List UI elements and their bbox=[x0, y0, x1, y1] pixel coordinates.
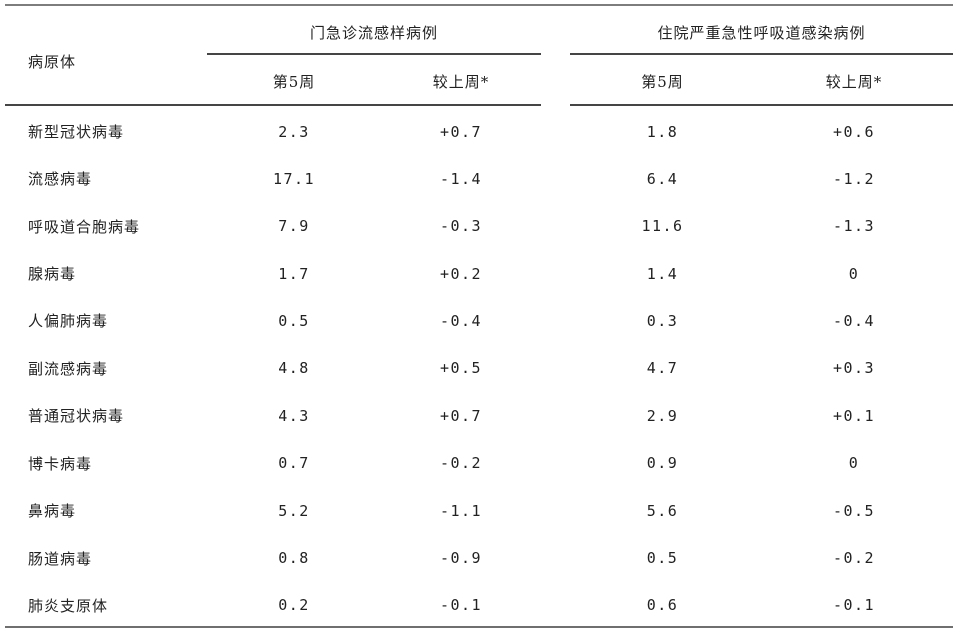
gap-cell bbox=[541, 390, 570, 437]
sari-change-value: +0.3 bbox=[832, 359, 876, 378]
gap-cell bbox=[541, 532, 570, 579]
pathogen-name: 鼻病毒 bbox=[28, 502, 77, 521]
ili-change-value: +0.2 bbox=[439, 264, 483, 283]
ili-week5-value: 0.2 bbox=[207, 579, 381, 628]
sari-week5-value: 1.8 bbox=[646, 122, 679, 141]
ili-change-value: -1.1 bbox=[439, 501, 483, 520]
pathogen-name: 博卡病毒 bbox=[28, 454, 93, 473]
ili-change-value: -0.4 bbox=[439, 311, 483, 330]
table-row: 新型冠状病毒 2.3 +0.7 1.8 +0.6 bbox=[5, 105, 953, 152]
ili-week5-value: 0.5 bbox=[278, 311, 310, 330]
sari-week5-value: 6.4 bbox=[646, 169, 679, 188]
sari-week5-value: 1.4 bbox=[646, 264, 679, 283]
sari-week5-value: 2.9 bbox=[646, 406, 679, 425]
sari-change-value: +0.1 bbox=[832, 406, 876, 425]
pathogen-surveillance-table: 病原体 门急诊流感样病例 住院严重急性呼吸道感染病例 第5周 较上周* 第5周 … bbox=[5, 4, 954, 628]
sari-week5-value: 0.9 bbox=[646, 454, 679, 473]
group-gap-spacer bbox=[541, 5, 570, 105]
ili-week5-value: 1.7 bbox=[278, 264, 310, 283]
sub-header-row: 第5周 较上周* 第5周 较上周* bbox=[5, 54, 954, 106]
table-row: 流感病毒 17.1 -1.4 6.4 -1.2 bbox=[5, 152, 953, 199]
table-row: 腺病毒 1.7 +0.2 1.4 0 bbox=[5, 247, 953, 294]
ili-change-value: -0.1 bbox=[381, 579, 542, 628]
ili-week5-value: 4.3 bbox=[278, 406, 310, 425]
pathogen-name: 腺病毒 bbox=[28, 265, 77, 284]
sari-week5-value: 0.3 bbox=[646, 311, 679, 330]
pathogen-name: 新型冠状病毒 bbox=[28, 123, 125, 142]
ili-week5-value: 7.9 bbox=[278, 217, 310, 236]
pathogen-surveillance-table-wrap: 病原体 门急诊流感样病例 住院严重急性呼吸道感染病例 第5周 较上周* 第5周 … bbox=[5, 4, 954, 628]
ili-change-value: +0.7 bbox=[439, 122, 483, 141]
sari-week5-value: 11.6 bbox=[641, 217, 684, 236]
sari-change-value: -1.2 bbox=[832, 169, 876, 188]
ili-change-value: +0.7 bbox=[439, 406, 483, 425]
gap-cell bbox=[541, 295, 570, 342]
ili-change-value: -1.4 bbox=[439, 169, 483, 188]
pathogen-name: 呼吸道合胞病毒 bbox=[28, 217, 141, 236]
table-row: 人偏肺病毒 0.5 -0.4 0.3 -0.4 bbox=[5, 295, 953, 342]
sari-change-value: -0.4 bbox=[832, 311, 876, 330]
table-header: 病原体 门急诊流感样病例 住院严重急性呼吸道感染病例 第5周 较上周* 第5周 … bbox=[5, 5, 954, 106]
gap-cell bbox=[541, 200, 570, 247]
gap-cell bbox=[541, 485, 570, 532]
table-row: 副流感病毒 4.8 +0.5 4.7 +0.3 bbox=[5, 342, 953, 389]
pathogen-name: 肠道病毒 bbox=[28, 549, 93, 568]
sari-change-value: -1.3 bbox=[832, 217, 876, 236]
group-header-row: 病原体 门急诊流感样病例 住院严重急性呼吸道感染病例 bbox=[5, 5, 954, 106]
table-body: 新型冠状病毒 2.3 +0.7 1.8 +0.6 流感病毒 17.1 -1.4 … bbox=[5, 105, 954, 628]
table-row: 肠道病毒 0.8 -0.9 0.5 -0.2 bbox=[5, 532, 953, 579]
ili-week5-value: 5.2 bbox=[278, 501, 310, 520]
sari-change-header: 较上周* bbox=[755, 54, 954, 106]
sari-change-value: +0.6 bbox=[832, 122, 876, 141]
pathogen-name: 肺炎支原体 bbox=[5, 579, 207, 628]
gap-cell bbox=[541, 437, 570, 484]
pathogen-name: 流感病毒 bbox=[28, 170, 93, 189]
sari-change-value: -0.1 bbox=[755, 579, 954, 628]
group-header-hospitalized-sari: 住院严重急性呼吸道感染病例 bbox=[570, 5, 954, 55]
ili-week5-value: 0.7 bbox=[278, 454, 310, 473]
sari-change-value: -0.5 bbox=[832, 501, 876, 520]
ili-week5-value: 4.8 bbox=[278, 359, 310, 378]
ili-week5-header: 第5周 bbox=[207, 54, 381, 106]
sari-week5-value: 0.5 bbox=[646, 549, 679, 568]
sari-change-value: -0.2 bbox=[832, 549, 876, 568]
pathogen-name: 普通冠状病毒 bbox=[28, 407, 125, 426]
pathogen-name: 人偏肺病毒 bbox=[28, 312, 109, 331]
sari-week5-header: 第5周 bbox=[570, 54, 756, 106]
ili-change-value: -0.9 bbox=[439, 549, 483, 568]
table-row: 鼻病毒 5.2 -1.1 5.6 -0.5 bbox=[5, 485, 953, 532]
sari-week5-value: 5.6 bbox=[646, 501, 679, 520]
ili-change-value: -0.3 bbox=[439, 217, 483, 236]
sari-week5-value: 0.6 bbox=[570, 579, 756, 628]
gap-cell bbox=[541, 247, 570, 294]
group-header-outpatient-ili: 门急诊流感样病例 bbox=[207, 5, 542, 55]
sari-week5-value: 4.7 bbox=[646, 359, 679, 378]
gap-cell bbox=[541, 105, 570, 152]
ili-week5-value: 0.8 bbox=[278, 549, 310, 568]
table-row: 肺炎支原体 0.2 -0.1 0.6 -0.1 bbox=[5, 579, 954, 628]
gap-cell bbox=[541, 579, 571, 628]
ili-week5-value: 2.3 bbox=[278, 122, 310, 141]
ili-change-value: +0.5 bbox=[439, 359, 483, 378]
gap-cell bbox=[541, 152, 570, 199]
ili-change-header: 较上周* bbox=[381, 54, 542, 106]
sari-change-value: 0 bbox=[848, 264, 860, 283]
sari-change-value: 0 bbox=[848, 454, 860, 473]
gap-cell bbox=[541, 342, 570, 389]
pathogen-name: 副流感病毒 bbox=[28, 359, 109, 378]
ili-week5-value: 17.1 bbox=[272, 169, 316, 188]
table-row: 呼吸道合胞病毒 7.9 -0.3 11.6 -1.3 bbox=[5, 200, 953, 247]
pathogen-column-header: 病原体 bbox=[5, 5, 207, 106]
ili-change-value: -0.2 bbox=[439, 454, 483, 473]
table-row: 博卡病毒 0.7 -0.2 0.9 0 bbox=[5, 437, 953, 484]
table-row: 普通冠状病毒 4.3 +0.7 2.9 +0.1 bbox=[5, 390, 953, 437]
